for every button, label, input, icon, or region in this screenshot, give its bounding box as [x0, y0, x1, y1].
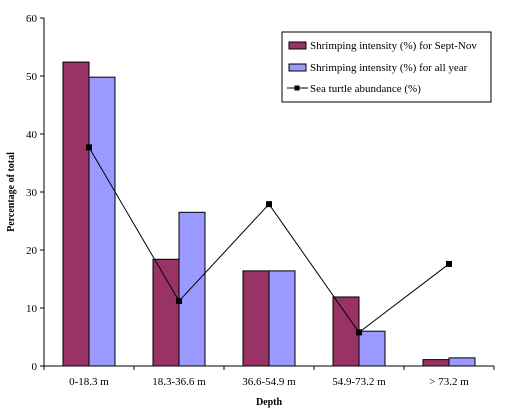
x-tick-label: 54.9-73.2 m [332, 376, 386, 388]
legend-box [281, 31, 492, 103]
bar-series-2-5 [448, 357, 476, 367]
y-tick-label: 60 [26, 13, 38, 25]
line-point-3 [266, 201, 272, 208]
y-tick-label: 0 [32, 361, 38, 373]
bar-series-2-2 [178, 211, 206, 367]
x-tick-label: 36.6-54.9 m [242, 376, 296, 388]
y-tick-label: 40 [26, 129, 38, 141]
bar-series-1-5 [422, 359, 450, 367]
y-ticks: 0 10 20 30 40 50 60 [26, 13, 44, 373]
x-axis-title: Depth [256, 397, 283, 408]
bar-series-2-4 [358, 330, 386, 367]
line-layer [86, 144, 452, 336]
x-tick-label: > 73.2 m [429, 376, 469, 388]
x-ticks: 0-18.3 m 18.3-36.6 m 36.6-54.9 m 54.9-73.2 … [43, 366, 495, 388]
line-point-1 [86, 144, 92, 151]
legend-swatch-series-1 [288, 41, 307, 50]
legend-label-series-3: Sea turtle abundance (%) [310, 83, 421, 95]
legend-swatch-series-2 [288, 63, 307, 72]
bar-series-1-1 [62, 61, 90, 367]
line-point-4 [356, 329, 362, 336]
bar-series-2-3 [268, 270, 296, 367]
line-point-5 [446, 260, 452, 267]
legend-marker-series-3 [294, 85, 300, 91]
y-axis-title: Percentage of total [6, 152, 17, 232]
bar-series-1-3 [242, 270, 270, 367]
legend: Shrimping intensity (%) for Sept-Nov Shr… [281, 31, 492, 103]
y-tick-label: 20 [26, 245, 38, 257]
y-tick-label: 30 [26, 187, 38, 199]
legend-label-series-2: Shrimping intensity (%) for all year [310, 62, 468, 74]
x-tick-label: 0-18.3 m [69, 376, 109, 388]
y-tick-label: 50 [26, 71, 38, 83]
legend-label-series-1: Shrimping intensity (%) for Sept-Nov [310, 40, 477, 52]
bar-series-1-4 [332, 296, 360, 367]
x-tick-label: 18.3-36.6 m [152, 376, 206, 388]
bar-series-2-1 [88, 76, 116, 367]
line-point-2 [176, 298, 182, 305]
bars-layer [62, 61, 476, 367]
y-tick-label: 10 [26, 303, 38, 315]
bar-series-1-2 [152, 258, 180, 367]
